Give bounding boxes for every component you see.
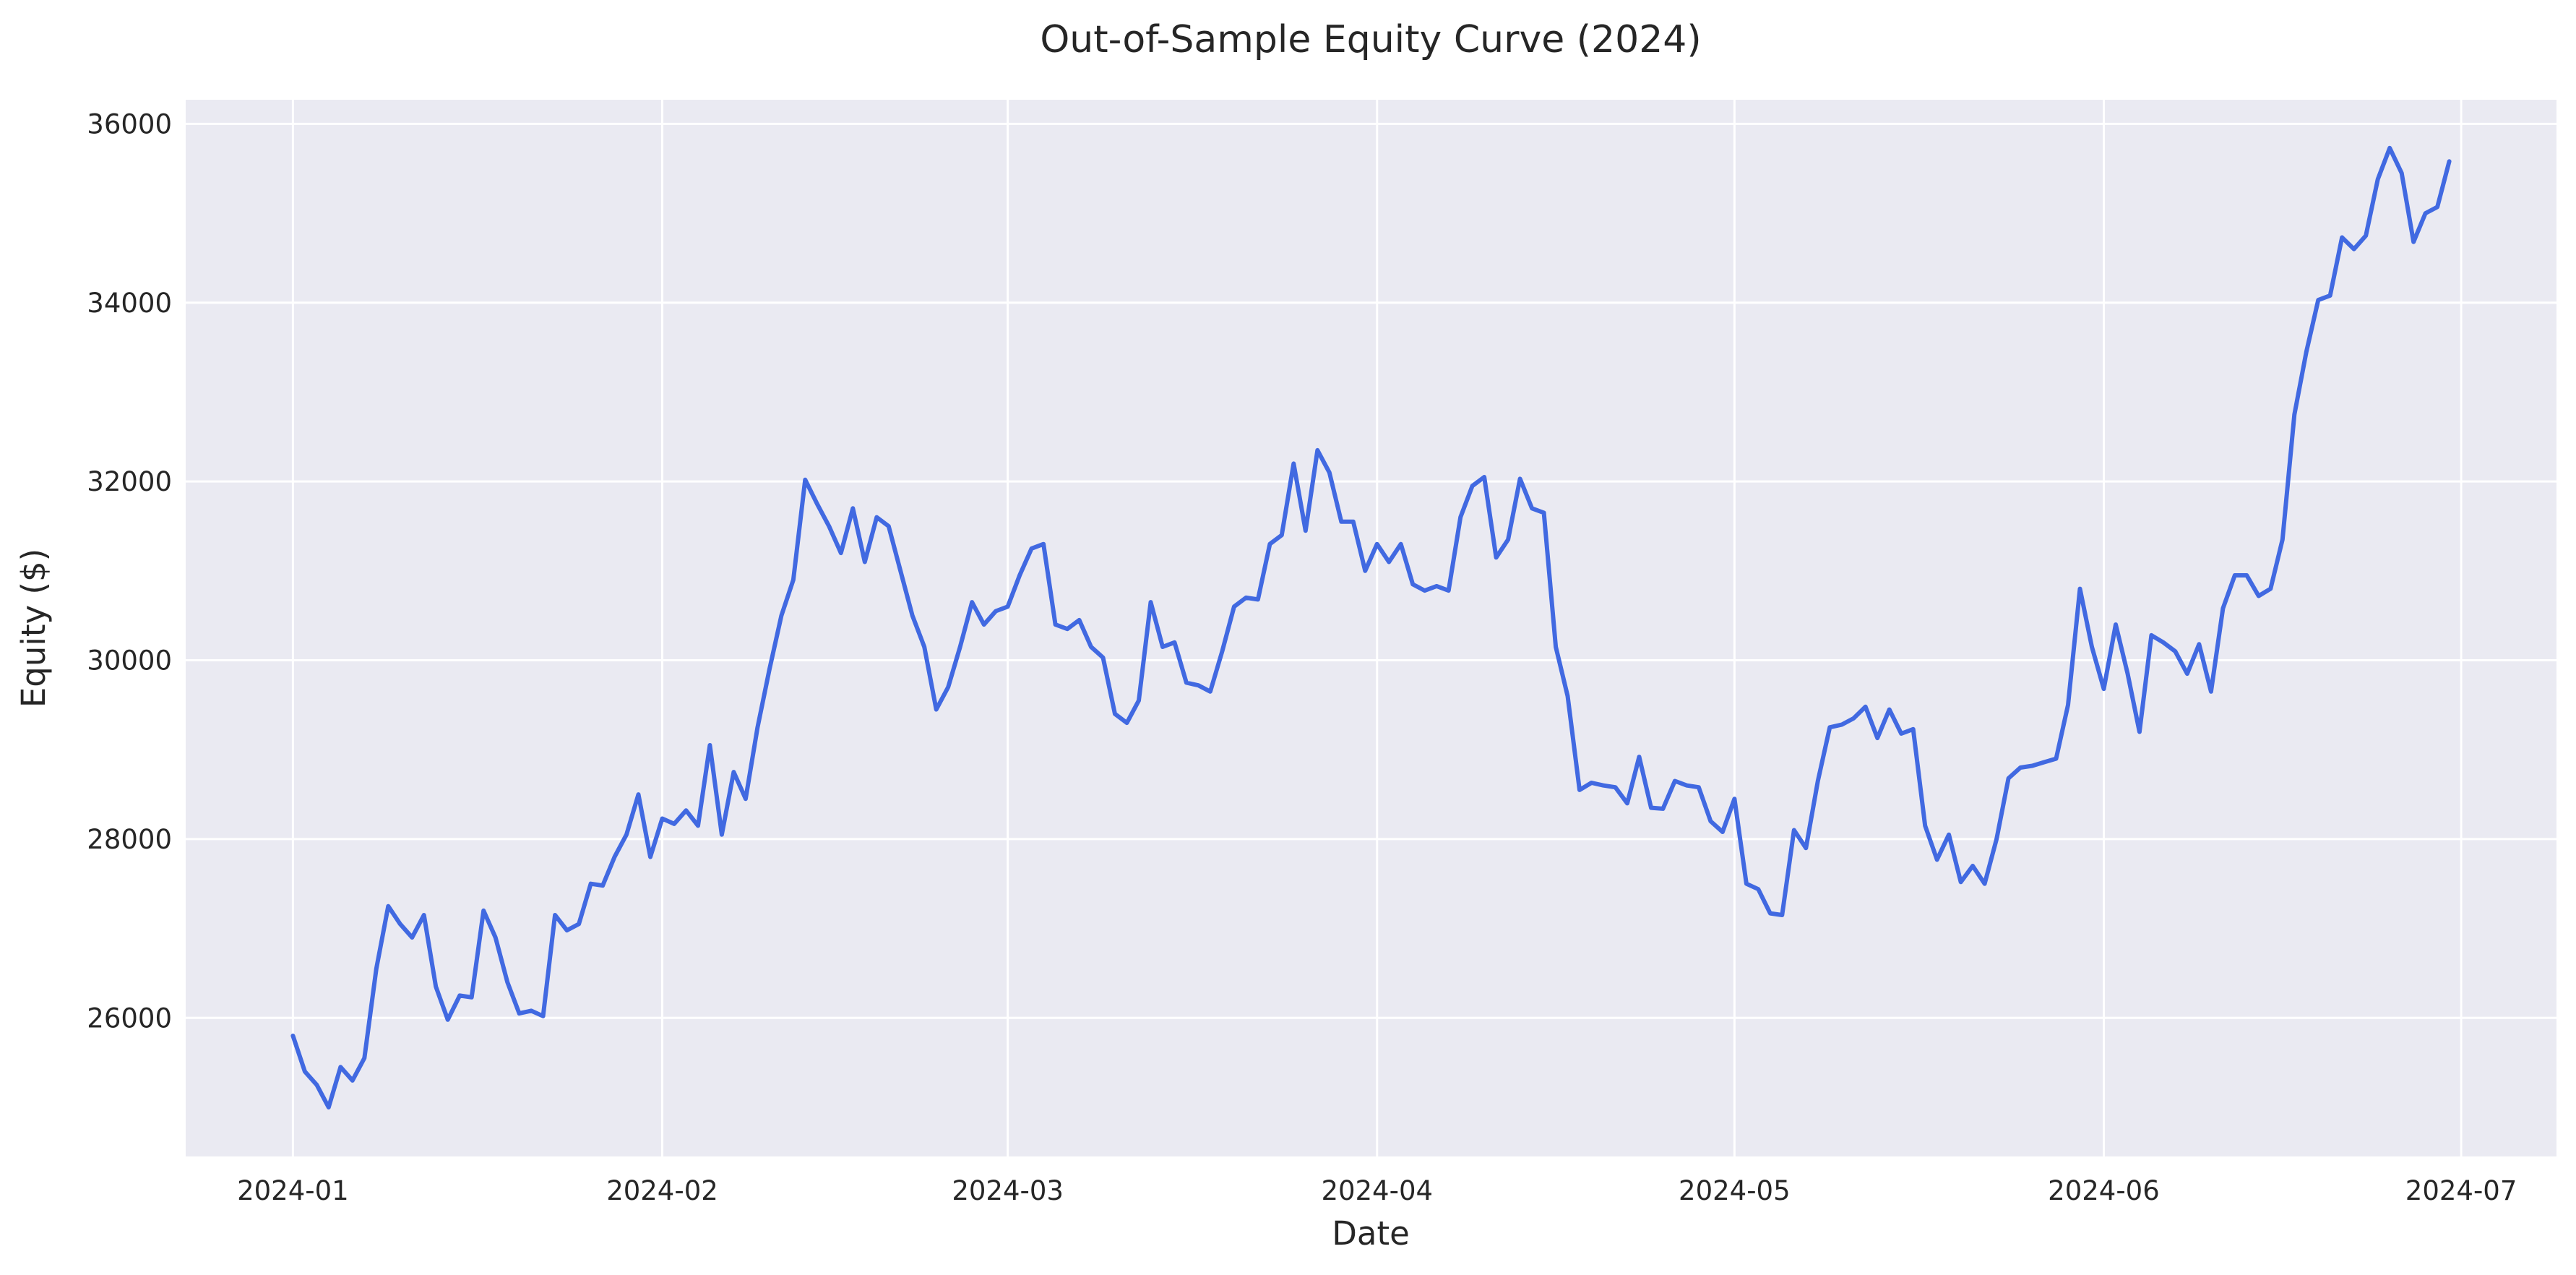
x-axis-ticks: 2024-01 2024-02 2024-03 2024-04 2024-05 2024-… xyxy=(237,1175,2517,1206)
x-axis-label: Date xyxy=(1332,1214,1410,1253)
y-axis-label: Equity ($) xyxy=(14,549,53,708)
y-tick-label: 28000 xyxy=(87,824,172,855)
y-tick-label: 26000 xyxy=(87,1003,172,1034)
grid xyxy=(186,100,2556,1156)
x-tick-label: 2024-05 xyxy=(1679,1175,1791,1206)
y-tick-label: 36000 xyxy=(87,108,172,139)
series-line xyxy=(290,145,2452,1109)
y-axis-ticks: 26000 28000 30000 32000 34000 36000 xyxy=(87,108,172,1034)
x-tick-label: 2024-06 xyxy=(2048,1175,2160,1206)
x-tick-label: 2024-02 xyxy=(606,1175,718,1206)
y-tick-label: 30000 xyxy=(87,645,172,677)
y-tick-label: 34000 xyxy=(87,288,172,319)
x-tick-label: 2024-07 xyxy=(2405,1175,2517,1206)
chart-title: Out-of-Sample Equity Curve (2024) xyxy=(1040,18,1701,61)
plot-area xyxy=(186,100,2556,1156)
x-tick-label: 2024-03 xyxy=(952,1175,1064,1206)
x-tick-label: 2024-01 xyxy=(237,1175,349,1206)
x-tick-label: 2024-04 xyxy=(1321,1175,1433,1206)
y-tick-label: 32000 xyxy=(87,466,172,497)
